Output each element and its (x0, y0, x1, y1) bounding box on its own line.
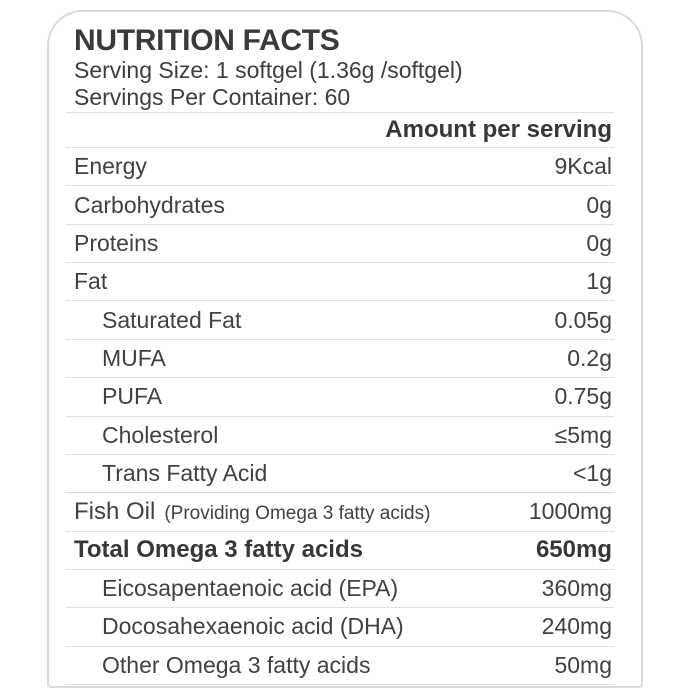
row-value: 0.75g (554, 383, 612, 410)
row-label: Fat (74, 268, 108, 295)
row-label: Fish Oil (74, 497, 156, 525)
row-value: <1g (572, 460, 612, 487)
row-label: MUFA (102, 344, 166, 371)
row-label: Eicosapentaenoic acid (EPA) (102, 575, 399, 602)
row-label: Proteins (74, 229, 159, 256)
table-row-total-omega-3: Total Omega 3 fatty acids 650mg (66, 532, 614, 570)
table-row-other-omega-3: Other Omega 3 fatty acids 50mg (66, 647, 614, 686)
row-value: 360mg (541, 575, 612, 602)
table-row-trans-fatty-acid: Trans Fatty Acid <1g (66, 455, 614, 494)
table-row-epa: Eicosapentaenoic acid (EPA) 360mg (66, 570, 614, 609)
table-row-mufa: MUFA 0.2g (66, 340, 614, 379)
row-label: Carbohydrates (74, 191, 225, 218)
row-value: 50mg (554, 651, 612, 678)
row-label: PUFA (102, 383, 163, 410)
label-title: NUTRITION FACTS (74, 24, 340, 57)
serving-size-line: Serving Size: 1 softgel (1.36g /softgel) (74, 57, 463, 83)
row-value: 0.2g (567, 344, 612, 371)
table-row-pufa: PUFA 0.75g (66, 378, 614, 417)
row-label: Total Omega 3 fatty acids (74, 536, 363, 564)
row-note: (Providing Omega 3 fatty acids) (164, 502, 431, 524)
row-value: 0.05g (554, 306, 612, 333)
row-value: 650mg (535, 536, 612, 564)
amount-per-serving-header: Amount per serving (66, 113, 614, 148)
row-label: Cholesterol (102, 421, 219, 448)
table-row-saturated-fat: Saturated Fat 0.05g (66, 301, 614, 340)
row-label-group: Fish Oil (Providing Omega 3 fatty acids) (74, 498, 430, 526)
row-label: Energy (74, 153, 147, 180)
table-row-proteins: Proteins 0g (66, 225, 614, 264)
row-value: 1000mg (528, 498, 612, 525)
row-label: Docosahexaenoic acid (DHA) (102, 613, 404, 640)
row-value: 0g (586, 229, 612, 256)
row-value: 9Kcal (554, 153, 612, 180)
table-row-fat: Fat 1g (66, 263, 614, 302)
row-value: 240mg (541, 613, 612, 640)
table-row-dha: Docosahexaenoic acid (DHA) 240mg (66, 608, 614, 647)
nutrient-rows: Energy 9Kcal Carbohydrates 0g Proteins 0… (66, 148, 614, 686)
row-label: Trans Fatty Acid (102, 460, 268, 487)
row-value: 1g (586, 268, 612, 295)
amount-per-serving-label: Amount per serving (385, 116, 612, 143)
table-row-cholesterol: Cholesterol ≤5mg (66, 417, 614, 455)
servings-per-container-line: Servings Per Container: 60 (74, 84, 351, 110)
row-label: Other Omega 3 fatty acids (102, 651, 371, 678)
row-value: 0g (586, 191, 612, 218)
label-header: NUTRITION FACTS Serving Size: 1 softgel … (66, 12, 614, 113)
row-label: Saturated Fat (102, 306, 242, 333)
nutrition-facts-label: NUTRITION FACTS Serving Size: 1 softgel … (47, 10, 643, 688)
row-value: ≤5mg (554, 421, 612, 448)
table-row-carbohydrates: Carbohydrates 0g (66, 186, 614, 225)
table-row-energy: Energy 9Kcal (66, 148, 614, 187)
table-row-fish-oil: Fish Oil (Providing Omega 3 fatty acids)… (66, 493, 614, 532)
